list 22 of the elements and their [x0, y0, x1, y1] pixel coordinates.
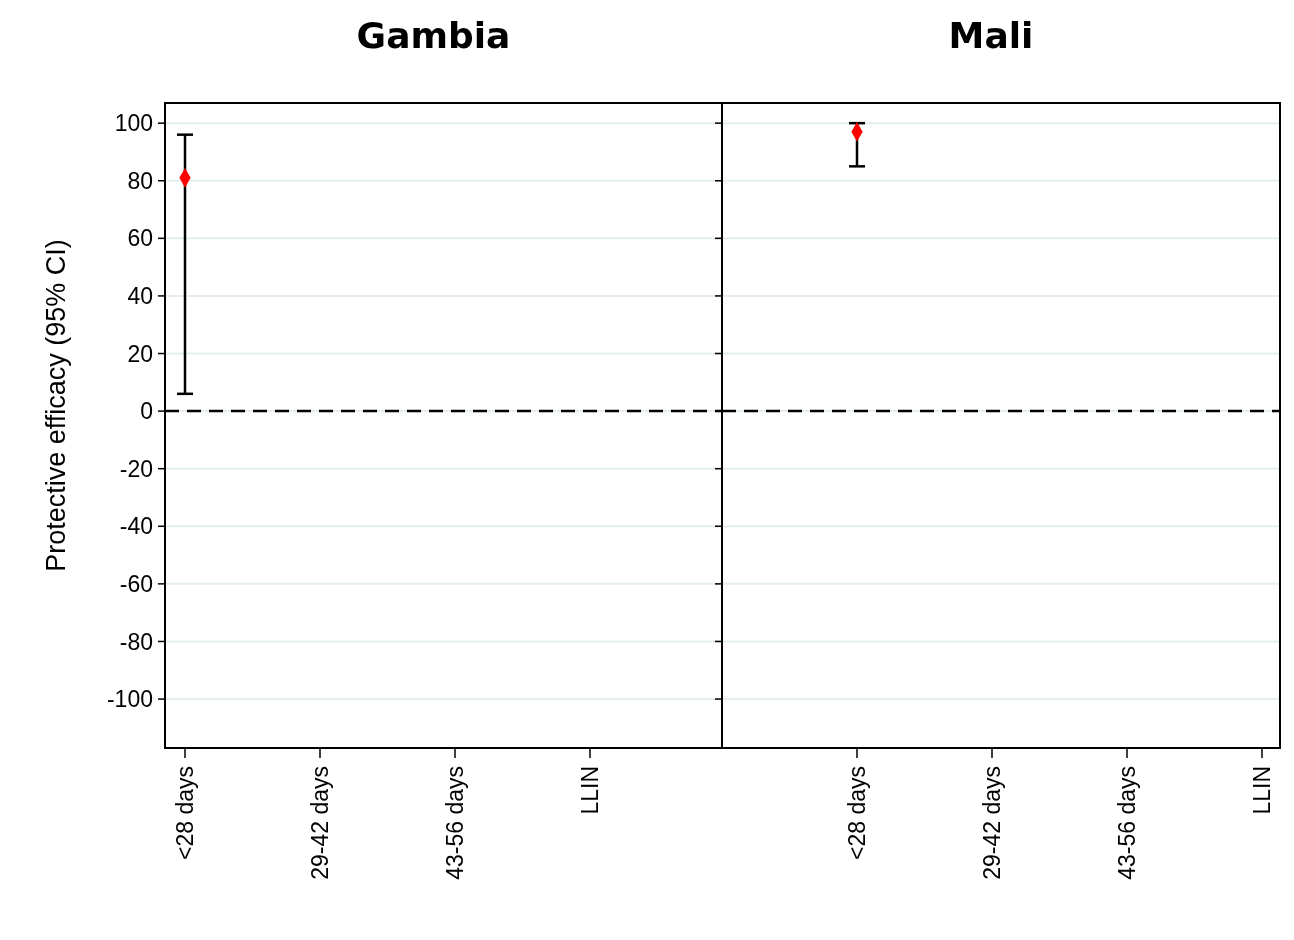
- y-tick-label: 20: [127, 340, 153, 367]
- y-tick-label: -40: [119, 513, 153, 540]
- chart-title: Gambia: [356, 15, 511, 56]
- x-tick-label: 29-42 days: [307, 766, 334, 880]
- y-tick-label: -100: [106, 686, 153, 713]
- x-tick-label: <28 days: [172, 766, 199, 860]
- x-tick-label: 43-56 days: [1114, 766, 1141, 880]
- y-tick-label: -60: [119, 570, 153, 597]
- x-tick-label: 43-56 days: [442, 766, 469, 880]
- x-tick-label: LLIN: [1249, 766, 1276, 815]
- y-tick-label: 60: [127, 225, 153, 252]
- y-tick-label: -20: [119, 455, 153, 482]
- x-tick-label: LLIN: [577, 766, 604, 815]
- y-tick-label: 40: [127, 282, 153, 309]
- chart-title: Mali: [948, 15, 1034, 56]
- x-tick-label: <28 days: [844, 766, 871, 860]
- y-tick-label: 100: [114, 110, 153, 137]
- y-tick-label: 0: [140, 398, 153, 425]
- x-tick-label: 29-42 days: [979, 766, 1006, 880]
- y-axis-title: Protective efficacy (95% CI): [41, 239, 72, 572]
- y-tick-label: 80: [127, 167, 153, 194]
- y-tick-label: -80: [119, 628, 153, 655]
